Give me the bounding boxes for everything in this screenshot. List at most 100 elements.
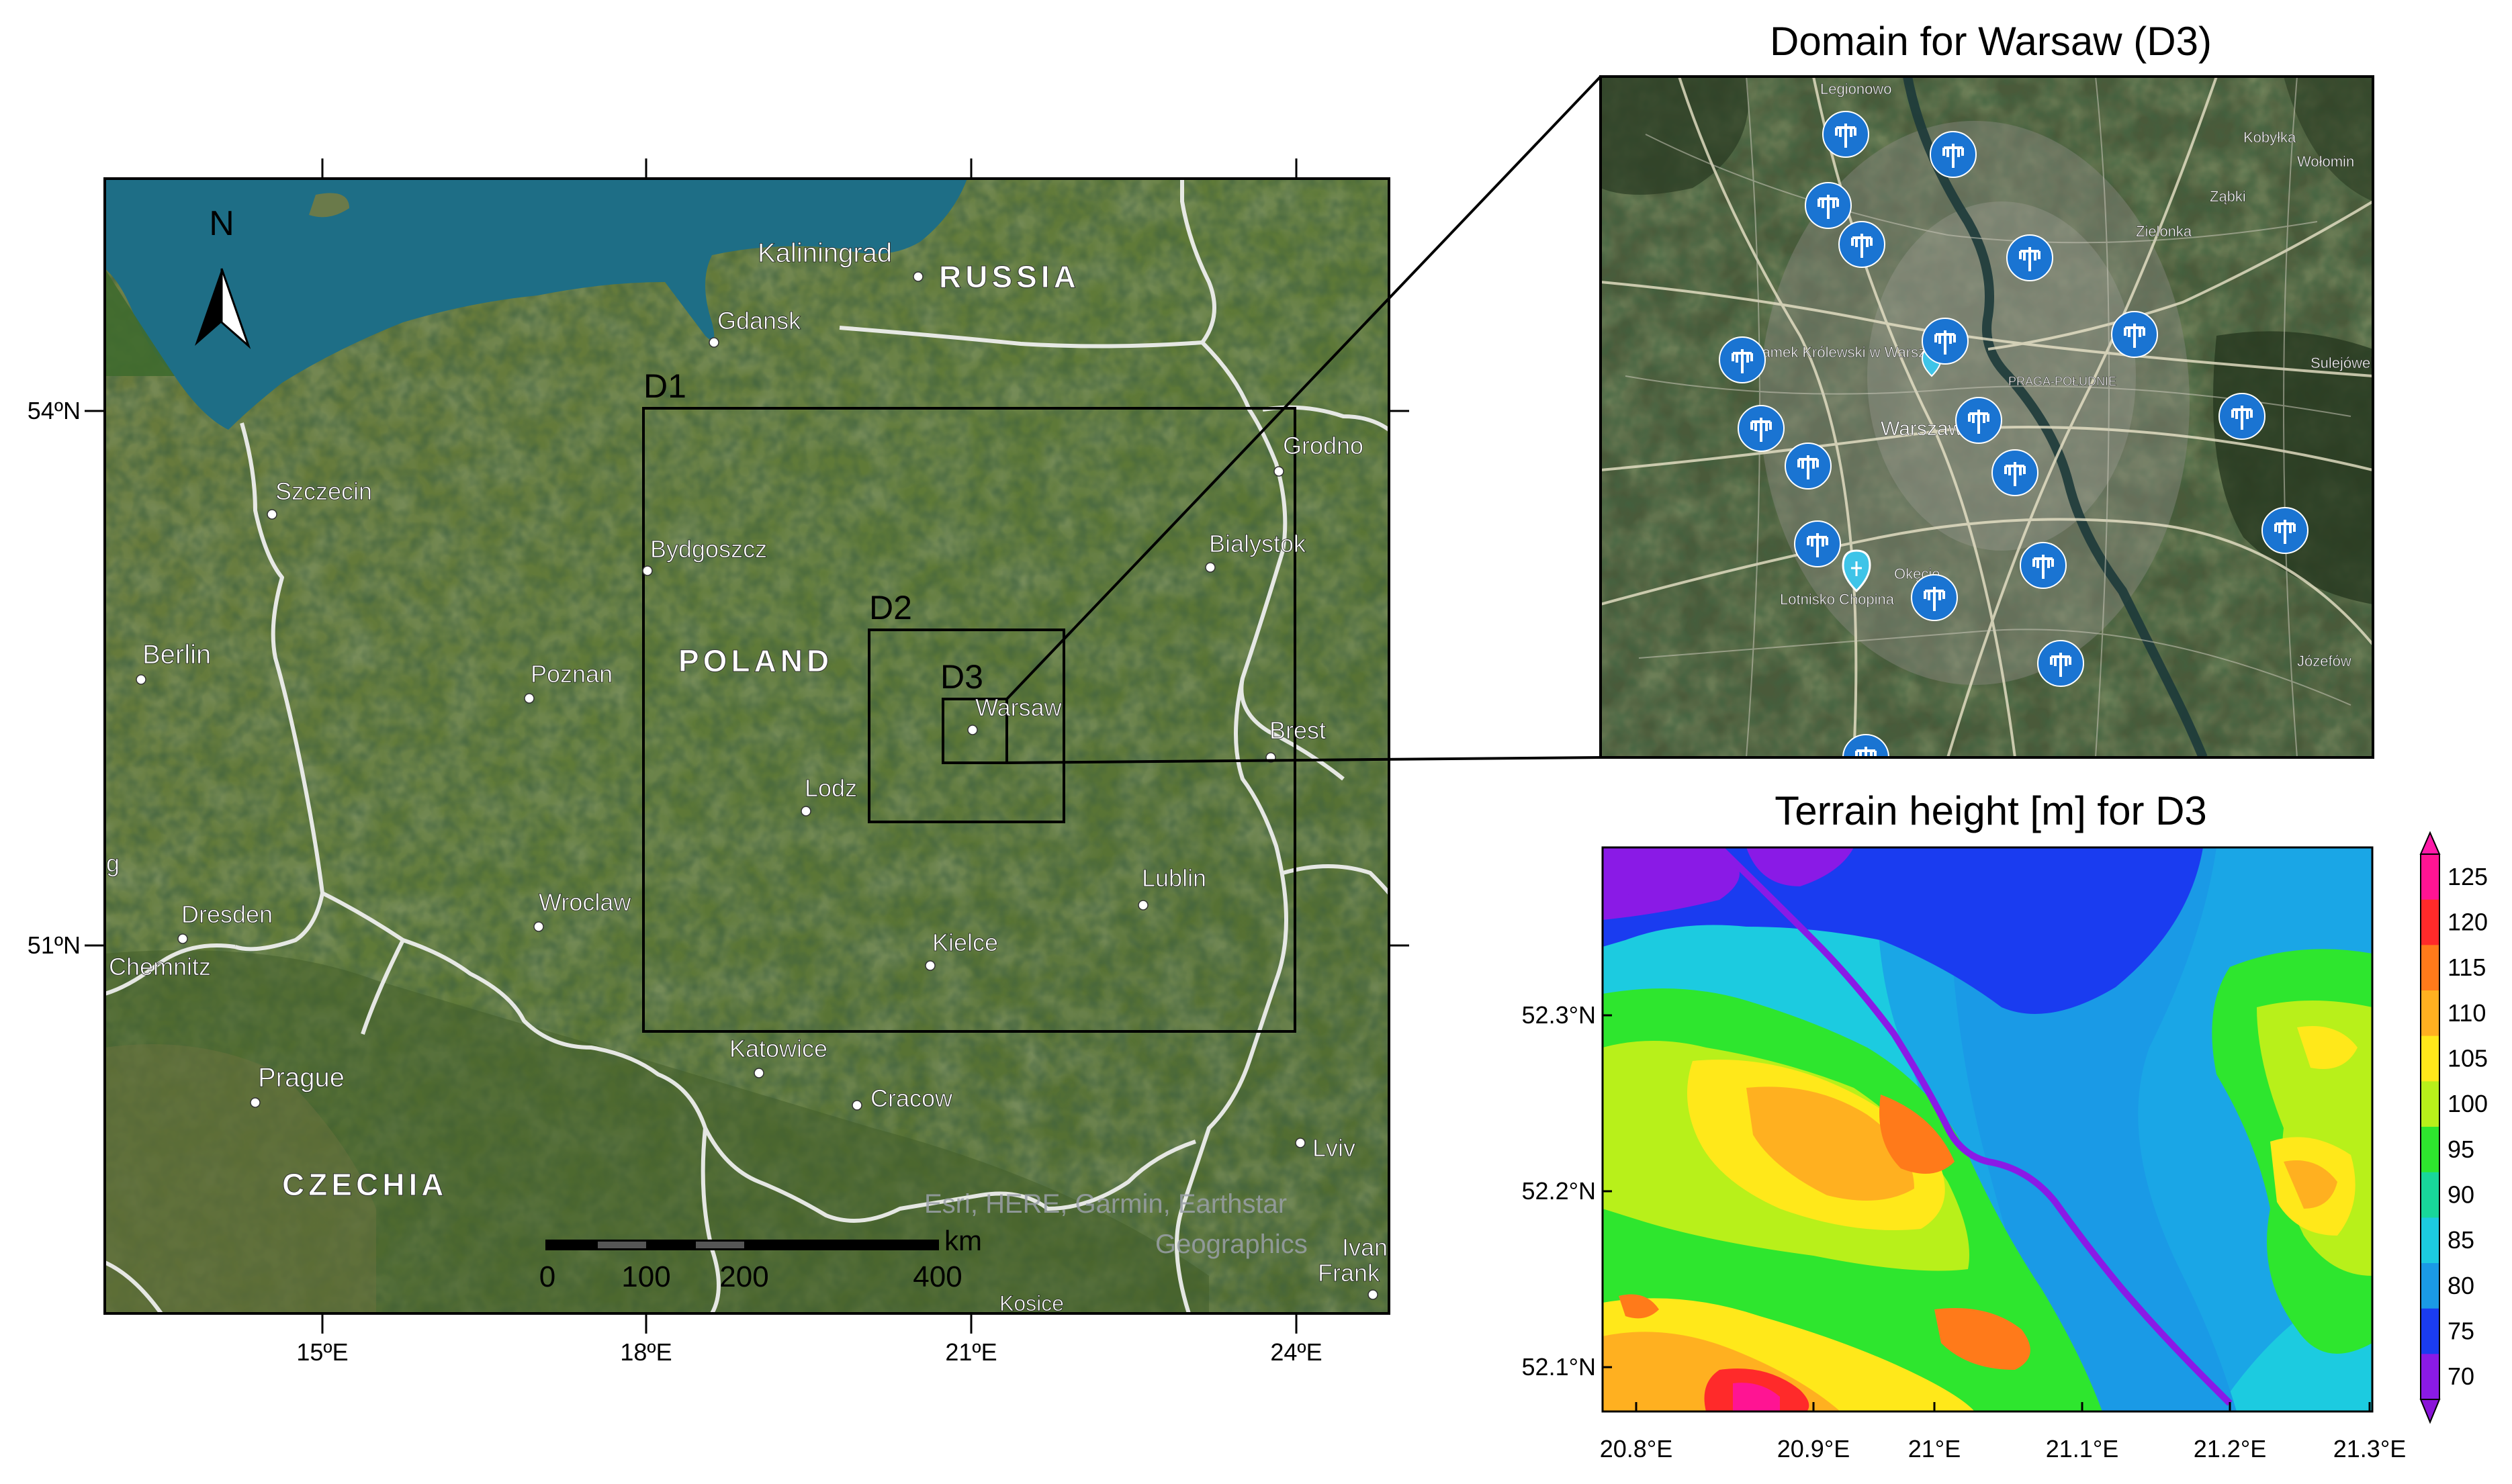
overview-map: 54ºN 51ºN 15ºE 18ºE 21ºE 24ºE N D1 D2 D3… bbox=[28, 158, 1409, 1366]
colorbar: 125 120 115 110 105 100 95 90 85 80 75 70 bbox=[2419, 831, 2488, 1424]
country-label-czechia: CZECHIA bbox=[282, 1167, 447, 1202]
colorbar-level-label: 70 bbox=[2448, 1362, 2474, 1390]
colorbar-segment bbox=[2421, 1308, 2439, 1354]
scale-tick-200: 200 bbox=[719, 1260, 768, 1293]
terrain-lon-21-2: 21.2°E bbox=[2194, 1435, 2266, 1463]
city-label-grodno: Grodno bbox=[1283, 432, 1363, 459]
domain-d1-box bbox=[642, 407, 1296, 1033]
colorbar-segment bbox=[2421, 990, 2439, 1037]
colorbar-level-label: 90 bbox=[2448, 1181, 2474, 1209]
lon-label-21: 21ºE bbox=[945, 1338, 997, 1366]
colorbar-level-label: 80 bbox=[2448, 1272, 2474, 1299]
city-label-lodz: Lodz bbox=[805, 774, 857, 802]
terrain-lat-52-3: 52.3°N bbox=[1522, 1001, 1596, 1029]
weather-station-icon bbox=[2020, 542, 2067, 589]
weather-station-icon bbox=[1955, 397, 2002, 444]
colorbar-segment bbox=[2421, 854, 2439, 900]
colorbar-segment bbox=[2421, 1081, 2439, 1127]
weather-station-icon bbox=[2218, 393, 2266, 440]
domain-d3-box bbox=[942, 698, 1008, 764]
warsaw-domain-map: Domain for Warsaw (D3) bbox=[1599, 19, 2374, 759]
lat-label-54: 54ºN bbox=[28, 397, 81, 424]
city-label-bialystok: Bialystok bbox=[1209, 530, 1306, 557]
terrain-lat-52-2: 52.2°N bbox=[1522, 1177, 1596, 1205]
city-label-frank: Frank bbox=[1318, 1259, 1380, 1287]
north-arrow-icon: N bbox=[195, 204, 251, 349]
city-label-szczecin: Szczecin bbox=[275, 477, 372, 505]
weather-station-icon bbox=[1991, 449, 2038, 496]
colorbar-level-label: 105 bbox=[2448, 1045, 2488, 1072]
city-label-wroclaw: Wroclaw bbox=[539, 888, 631, 916]
city-markers bbox=[136, 271, 1378, 1300]
lon-label-24: 24ºE bbox=[1270, 1338, 1322, 1366]
lat-label-51: 51ºN bbox=[28, 931, 81, 959]
scale-tick-0: 0 bbox=[539, 1260, 555, 1293]
attribution-line1: Esri, HERE, Garmin, Earthstar bbox=[924, 1189, 1287, 1219]
terrain-height-field bbox=[1603, 847, 2372, 1411]
city-label-kaliningrad: Kaliningrad bbox=[758, 238, 892, 268]
airport-pin-icon bbox=[1842, 549, 1871, 593]
weather-station-icon bbox=[1922, 318, 1969, 365]
city-label-lviv: Lviv bbox=[1312, 1134, 1355, 1162]
terrain-lat-52-1: 52.1°N bbox=[1522, 1353, 1596, 1381]
weather-station-icon bbox=[1785, 443, 1832, 490]
terrain-lon-21-3: 21.3°E bbox=[2333, 1435, 2406, 1463]
terrain-lon-20-8: 20.8°E bbox=[1600, 1435, 1672, 1463]
label-zabki: Ząbki bbox=[2210, 188, 2246, 205]
terrain-lon-21-1: 21.1°E bbox=[2046, 1435, 2118, 1463]
domain-label-d2: D2 bbox=[869, 589, 912, 627]
label-kobylka: Kobyłka bbox=[2243, 129, 2296, 146]
colorbar-segment bbox=[2421, 1172, 2439, 1218]
scale-unit: km bbox=[944, 1225, 982, 1256]
weather-station-markers bbox=[1719, 111, 2308, 757]
colorbar-top-extension bbox=[2419, 831, 2441, 855]
scale-tick-400: 400 bbox=[913, 1260, 962, 1293]
city-label-partial: g bbox=[106, 849, 120, 877]
attribution-line2: Geographics bbox=[1155, 1230, 1308, 1259]
city-label-gdansk: Gdansk bbox=[717, 307, 801, 334]
city-label-ivan: Ivan bbox=[1342, 1234, 1388, 1261]
label-praga: PRAGA-POŁUDNIE bbox=[2008, 375, 2116, 388]
weather-station-icon bbox=[1842, 734, 1889, 757]
terrain-lon-20-9: 20.9°E bbox=[1777, 1435, 1850, 1463]
north-label: N bbox=[209, 204, 234, 243]
colorbar-level-label: 100 bbox=[2448, 1090, 2488, 1117]
terrain-lon-21: 21°E bbox=[1908, 1435, 1961, 1463]
domain-label-d3: D3 bbox=[940, 658, 983, 696]
colorbar-bottom-extension bbox=[2419, 1399, 2441, 1424]
city-label-dresden: Dresden bbox=[181, 900, 273, 928]
city-label-brest: Brest bbox=[1269, 716, 1326, 744]
weather-station-icon bbox=[2261, 507, 2308, 554]
city-label-lublin: Lublin bbox=[1142, 864, 1206, 892]
colorbar-level-label: 115 bbox=[2448, 954, 2486, 981]
city-label-bydgoszcz: Bydgoszcz bbox=[650, 535, 767, 563]
colorbar-segment bbox=[2421, 1127, 2439, 1173]
label-zielonka: Zielonka bbox=[2136, 223, 2192, 240]
label-jozefow: Józefów bbox=[2297, 653, 2351, 669]
domain-d2-box bbox=[868, 629, 1065, 823]
weather-station-icon bbox=[2006, 234, 2053, 281]
colorbar-level-label: 110 bbox=[2448, 999, 2486, 1027]
weather-station-icon bbox=[1930, 131, 1977, 178]
city-label-prague: Prague bbox=[258, 1063, 345, 1093]
colorbar-segment bbox=[2421, 1217, 2439, 1264]
weather-station-icon bbox=[2111, 311, 2158, 358]
weather-station-icon bbox=[1822, 111, 1869, 158]
baltic-sea bbox=[105, 179, 967, 430]
city-label-katowice: Katowice bbox=[729, 1035, 827, 1062]
city-label-kosice: Kosice bbox=[999, 1291, 1064, 1315]
label-wolomin: Wołomin bbox=[2297, 153, 2354, 170]
colorbar-level-label: 120 bbox=[2448, 909, 2488, 936]
city-label-poznan: Poznan bbox=[531, 660, 613, 688]
city-label-chemnitz: Chemnitz bbox=[109, 953, 211, 980]
colorbar-segment bbox=[2421, 899, 2439, 945]
colorbar-level-label: 95 bbox=[2448, 1135, 2474, 1163]
scale-tick-100: 100 bbox=[621, 1260, 670, 1293]
colorbar-segment bbox=[2421, 945, 2439, 991]
city-label-berlin: Berlin bbox=[142, 640, 211, 669]
weather-station-icon bbox=[1719, 336, 1766, 383]
terrain-title: Terrain height [m] for D3 bbox=[1775, 788, 2207, 833]
lon-label-18: 18ºE bbox=[620, 1338, 672, 1366]
label-lotnisko: Lotnisko Chopina bbox=[1780, 591, 1895, 608]
